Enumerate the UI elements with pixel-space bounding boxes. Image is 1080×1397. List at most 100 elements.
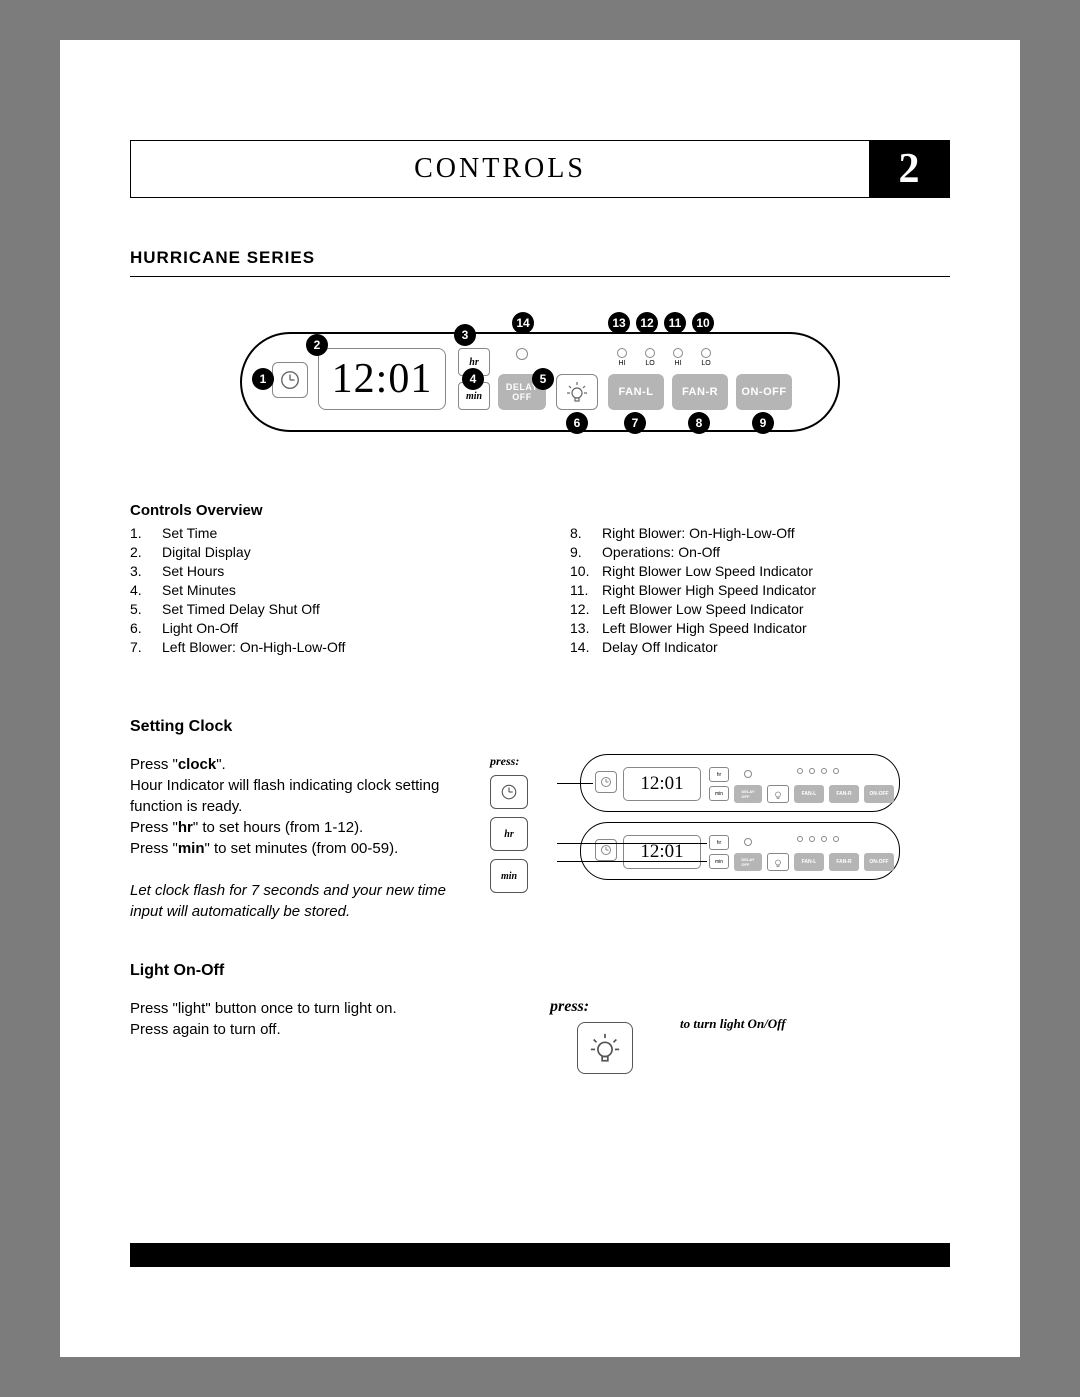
ov-row: 14.Delay Off Indicator: [570, 639, 950, 655]
mp-hr: hr: [709, 835, 729, 850]
callout-3: 3: [454, 324, 476, 346]
series-title: HURRICANE SERIES: [130, 248, 950, 268]
header-title: CONTROLS: [131, 141, 869, 197]
mp-delay: DELAYOFF: [734, 785, 762, 803]
delay-label-2: OFF: [512, 392, 532, 402]
ind-lbl-0: HI: [608, 360, 636, 367]
callout-11: 11: [664, 312, 686, 334]
ov-row: 9.Operations: On-Off: [570, 544, 950, 560]
left-hi-indicator: [617, 348, 627, 358]
control-panel-diagram: 12:01 hr min DELAY OFF FAN-L FAN-R ON-OF…: [240, 312, 840, 452]
mp-fanl: FAN-L: [794, 853, 824, 871]
ov-row: 10.Right Blower Low Speed Indicator: [570, 563, 950, 579]
ov-row: 13.Left Blower High Speed Indicator: [570, 620, 950, 636]
light-section-title: Light On-Off: [130, 962, 950, 980]
overview-list: 1.Set Time 2.Digital Display 3.Set Hours…: [130, 525, 950, 658]
light-press-button[interactable]: [577, 1022, 633, 1074]
mp-indicators: [794, 768, 842, 774]
mp-min: min: [709, 786, 729, 801]
left-lo-indicator: [645, 348, 655, 358]
ov-row: 1.Set Time: [130, 525, 510, 541]
mini-panel-1: 12:01 hr min DELAYOFF FAN-L FAN-R ON-OFF: [580, 754, 900, 812]
leader-line: [557, 843, 707, 844]
mp-light: [767, 853, 789, 871]
mp-delay-ind: [744, 838, 752, 846]
overview-title: Controls Overview: [130, 502, 950, 519]
mp-fanr: FAN-R: [829, 853, 859, 871]
callout-2: 2: [306, 334, 328, 356]
callout-4: 4: [462, 368, 484, 390]
callout-5: 5: [532, 368, 554, 390]
right-hi-indicator: [673, 348, 683, 358]
mp-display: 12:01: [623, 767, 701, 801]
press-label: press:: [490, 754, 560, 769]
callout-8: 8: [688, 412, 710, 434]
overview-col-left: 1.Set Time 2.Digital Display 3.Set Hours…: [130, 525, 510, 658]
leader-line: [557, 861, 707, 862]
mp-delay-ind: [744, 770, 752, 778]
ind-lbl-1: LO: [636, 360, 664, 367]
mini-clock-button[interactable]: [490, 775, 528, 809]
delay-off-indicator: [516, 348, 528, 360]
fan-r-button[interactable]: FAN-R: [672, 374, 728, 410]
ov-row: 5.Set Timed Delay Shut Off: [130, 601, 510, 617]
ov-row: 3.Set Hours: [130, 563, 510, 579]
light-caption: to turn light On/Off: [680, 1016, 786, 1032]
callout-10: 10: [692, 312, 714, 334]
mini-hr-button[interactable]: hr: [490, 817, 528, 851]
digital-display: 12:01: [318, 348, 446, 410]
callout-14: 14: [512, 312, 534, 334]
on-off-button[interactable]: ON-OFF: [736, 374, 792, 410]
mp-light: [767, 785, 789, 803]
mp-hr: hr: [709, 767, 729, 782]
ind-lbl-3: LO: [692, 360, 720, 367]
callout-13: 13: [608, 312, 630, 334]
mp-indicators: [794, 836, 842, 842]
ov-row: 6.Light On-Off: [130, 620, 510, 636]
ov-row: 7.Left Blower: On-High-Low-Off: [130, 639, 510, 655]
press-label: press:: [550, 998, 660, 1016]
mini-min-button[interactable]: min: [490, 859, 528, 893]
setting-clock-title: Setting Clock: [130, 718, 950, 736]
mp-clock-btn: [595, 771, 617, 793]
mp-onoff: ON-OFF: [864, 853, 894, 871]
mp-display: 12:01: [623, 835, 701, 869]
ov-row: 11.Right Blower High Speed Indicator: [570, 582, 950, 598]
light-caption-wrap: to turn light On/Off: [680, 998, 786, 1032]
mini-panel-2: 12:01 hr min DELAYOFF FAN-L FAN-R ON-OFF: [580, 822, 900, 880]
mp-min: min: [709, 854, 729, 869]
callout-12: 12: [636, 312, 658, 334]
clock-press-column: press: hr min: [490, 754, 560, 922]
footer-bar: [130, 1243, 950, 1267]
clock-icon: [500, 783, 518, 801]
light-section: Press "light" button once to turn light …: [130, 998, 950, 1074]
leader-line: [557, 783, 593, 784]
ov-row: 12.Left Blower Low Speed Indicator: [570, 601, 950, 617]
callout-7: 7: [624, 412, 646, 434]
indicator-group: HI LO HI LO: [608, 348, 720, 367]
page-number-box: 2: [869, 141, 949, 197]
light-press-column: press:: [550, 998, 660, 1074]
right-lo-indicator: [701, 348, 711, 358]
clock-diagram-column: 12:01 hr min DELAYOFF FAN-L FAN-R ON-OFF…: [580, 754, 950, 922]
setting-clock-section: Press "clock". Hour Indicator will flash…: [130, 754, 950, 922]
setting-clock-text: Press "clock". Hour Indicator will flash…: [130, 754, 470, 922]
fan-l-button[interactable]: FAN-L: [608, 374, 664, 410]
callout-1: 1: [252, 368, 274, 390]
callout-9: 9: [752, 412, 774, 434]
mp-onoff: ON-OFF: [864, 785, 894, 803]
overview-col-right: 8.Right Blower: On-High-Low-Off 9.Operat…: [570, 525, 950, 658]
ind-lbl-2: HI: [664, 360, 692, 367]
mp-fanl: FAN-L: [794, 785, 824, 803]
bulb-icon: [565, 380, 589, 404]
callout-6: 6: [566, 412, 588, 434]
series-underline: [130, 276, 950, 277]
ov-row: 8.Right Blower: On-High-Low-Off: [570, 525, 950, 541]
header-bar: CONTROLS 2: [130, 140, 950, 198]
light-button[interactable]: [556, 374, 598, 410]
clock-button[interactable]: [272, 362, 308, 398]
light-text: Press "light" button once to turn light …: [130, 998, 530, 1040]
bulb-icon: [588, 1031, 622, 1065]
ov-row: 2.Digital Display: [130, 544, 510, 560]
mp-delay: DELAYOFF: [734, 853, 762, 871]
